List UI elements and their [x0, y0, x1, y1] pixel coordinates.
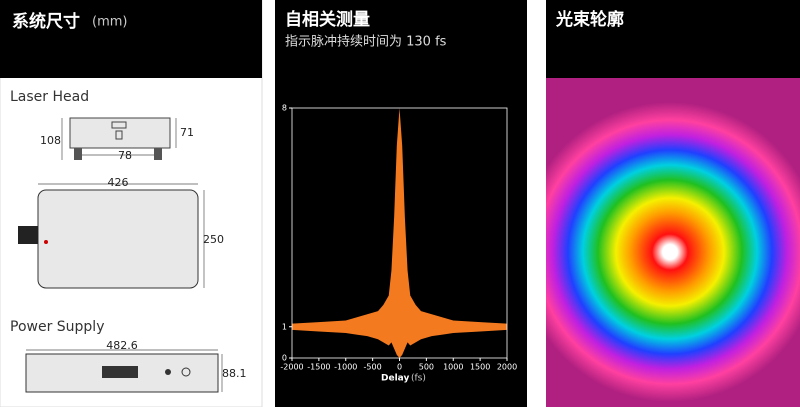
x-axis-label: Delay — [381, 374, 409, 384]
y-tick-label: 1 — [282, 322, 287, 331]
x-tick-label: 500 — [419, 363, 434, 372]
dimension: 426 — [108, 176, 129, 189]
x-axis-unit: (fs) — [411, 374, 426, 384]
x-tick-label: -1000 — [334, 363, 357, 372]
x-tick-label: -500 — [364, 363, 382, 372]
x-tick-label: 2000 — [497, 363, 517, 372]
left-header — [0, 0, 262, 78]
x-tick-label: -2000 — [280, 363, 303, 372]
dimension: 250 — [203, 233, 224, 246]
title: 光束轮廓 — [555, 9, 624, 30]
laser-head-side — [61, 117, 177, 160]
title: 系统尺寸 — [12, 11, 80, 32]
y-tick-label: 8 — [282, 104, 287, 113]
x-tick-label: 0 — [397, 363, 402, 372]
right-header — [546, 0, 800, 78]
area — [292, 329, 507, 358]
dimension: 88.1 — [222, 367, 247, 380]
unit: (mm) — [92, 15, 127, 30]
x-tick-label: -1500 — [307, 363, 330, 372]
dimension: 78 — [118, 149, 132, 162]
dimension: 71 — [180, 126, 194, 139]
dimension: 482.6 — [106, 339, 138, 352]
area — [292, 108, 507, 358]
laser-head-top — [18, 183, 205, 289]
title: 自相关测量 — [285, 9, 370, 30]
dimension: 108 — [40, 134, 61, 147]
y-tick-label: 0 — [282, 354, 287, 363]
chart: 0 1 8 -2000 -1500 -1000 -500 0 500 1000 1500 2000 — [280, 104, 517, 372]
section-label: Laser Head — [10, 89, 89, 105]
subtitle: 指示脉冲持续时间为 130 fs — [285, 35, 447, 50]
section-label: Power Supply — [10, 319, 105, 335]
x-tick-label: 1500 — [470, 363, 490, 372]
power-supply-front — [25, 349, 223, 393]
x-tick-label: 1000 — [443, 363, 463, 372]
